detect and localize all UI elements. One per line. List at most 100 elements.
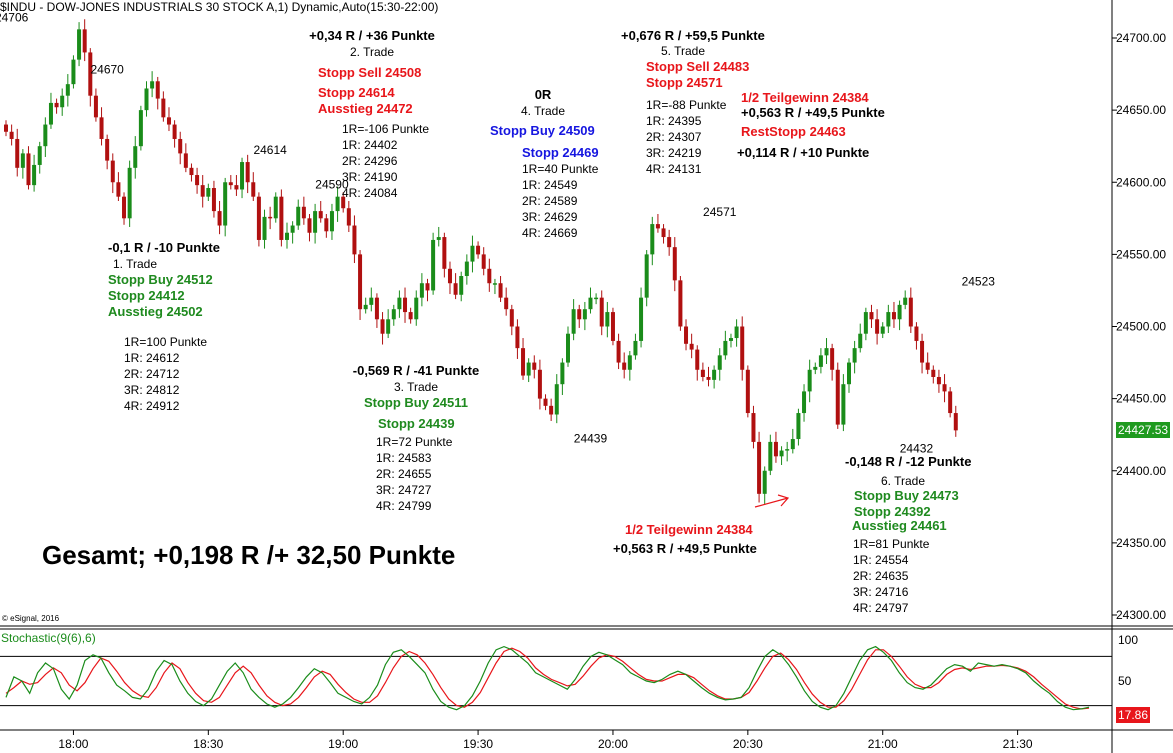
candle-body bbox=[71, 59, 76, 85]
candle-body bbox=[830, 348, 835, 370]
candle-body bbox=[852, 348, 857, 363]
candle-body bbox=[195, 175, 200, 186]
candle-body bbox=[15, 138, 20, 168]
candle-body bbox=[133, 146, 138, 168]
annotation-line: 1R: 24583 bbox=[376, 451, 432, 465]
candle-body bbox=[492, 283, 497, 285]
candle-body bbox=[386, 319, 391, 334]
annotation-line: 5. Trade bbox=[661, 44, 706, 58]
candle-body bbox=[240, 162, 245, 190]
candle-body bbox=[560, 362, 565, 385]
candle-body bbox=[408, 312, 413, 320]
annotation-line: 0R bbox=[534, 87, 552, 102]
trade-5-rest-result-annotation: +0,114 R / +10 Punkte bbox=[737, 145, 869, 161]
candle-body bbox=[526, 362, 531, 376]
candle-body bbox=[279, 196, 284, 240]
candle-body bbox=[667, 237, 672, 248]
annotation-line: Ausstieg 24472 bbox=[318, 101, 413, 116]
candle-body bbox=[127, 167, 132, 219]
candle-body bbox=[858, 333, 863, 349]
annotation-line: 4R: 24084 bbox=[342, 186, 398, 200]
annotation-line: 1/2 Teilgewinn 24384 bbox=[625, 522, 753, 537]
annotation-line: 2R: 24635 bbox=[853, 569, 909, 583]
candle-body bbox=[498, 283, 503, 298]
annotation-line: 1R: 24395 bbox=[646, 114, 702, 128]
candle-body bbox=[903, 297, 908, 305]
total-result: Gesamt; +0,198 R /+ 32,50 Punkte bbox=[42, 540, 456, 570]
annotation-line: Stopp 24571 bbox=[646, 75, 723, 90]
candle-body bbox=[599, 297, 604, 327]
swing-label: 24706 bbox=[0, 10, 29, 24]
candle-body bbox=[566, 333, 570, 363]
trade-5-annotation: +0,676 R / +59,5 Punkte bbox=[621, 28, 765, 44]
candle-body bbox=[20, 153, 25, 168]
annotation-line: 3. Trade bbox=[393, 380, 439, 394]
annotation-line: 1R=-88 Punkte bbox=[646, 98, 727, 112]
annotation-line: -0,1 R / -10 Punkte bbox=[108, 240, 220, 255]
candle-body bbox=[757, 441, 762, 494]
candle-body bbox=[942, 384, 947, 392]
candle-body bbox=[678, 280, 683, 327]
annotation-line: +0,563 R / +49,5 Punkte bbox=[741, 105, 885, 120]
candle-body bbox=[818, 355, 823, 367]
candle-body bbox=[37, 146, 42, 165]
candle-body bbox=[301, 206, 306, 219]
annotation-line: 6. Trade bbox=[881, 474, 926, 488]
annotation-line: Stopp Buy 24512 bbox=[108, 272, 213, 287]
annotation-line: 3R: 24716 bbox=[853, 585, 909, 599]
candle-body bbox=[504, 297, 509, 310]
candle-body bbox=[391, 309, 396, 320]
candle-body bbox=[346, 208, 351, 226]
candle-body bbox=[245, 162, 250, 183]
trade-4-stop-annotation: Stopp 24469 bbox=[522, 145, 599, 161]
candle-body bbox=[953, 413, 958, 431]
candle-body bbox=[122, 196, 127, 219]
swing-label: 24439 bbox=[574, 431, 608, 445]
candle-body bbox=[807, 369, 812, 392]
candle-body bbox=[358, 254, 363, 310]
annotation-line: +0,563 R / +49,5 Punkte bbox=[613, 541, 757, 556]
candle-body bbox=[689, 343, 694, 350]
candle-body bbox=[521, 348, 526, 376]
trade-2-levels-annotation: 1R=-106 Punkte 1R: 24402 2R: 24296 3R: 2419… bbox=[342, 121, 429, 201]
candle-body bbox=[835, 369, 840, 425]
candle-body bbox=[88, 52, 93, 96]
annotation-line: Stopp 24412 bbox=[108, 288, 185, 303]
candle-body bbox=[639, 297, 644, 341]
annotation-line: 1R=72 Punkte bbox=[376, 435, 453, 449]
candle-body bbox=[459, 276, 464, 295]
candle-body bbox=[60, 95, 65, 108]
trade-6-orders-annotation: Stopp Buy 24473 Stopp 24392 bbox=[854, 488, 959, 520]
candle-body bbox=[425, 283, 430, 291]
candle-body bbox=[464, 261, 469, 277]
candle-body bbox=[206, 188, 211, 197]
price-tick-label: 24300.00 bbox=[1116, 608, 1166, 622]
candle-body bbox=[273, 196, 278, 219]
time-tick-label: 21:00 bbox=[868, 737, 898, 751]
candle-body bbox=[82, 29, 87, 53]
candle-body bbox=[588, 297, 593, 310]
candle-body bbox=[532, 362, 537, 370]
candle-body bbox=[616, 340, 621, 363]
candle-body bbox=[144, 88, 149, 111]
candle-body bbox=[700, 369, 705, 377]
candle-body bbox=[447, 268, 452, 284]
trade-3-annotation: -0,569 R / -41 Punkte 3. Trade Stopp Buy 2… bbox=[345, 363, 487, 411]
candle-body bbox=[734, 326, 739, 339]
annotation-line: Stopp Buy 24473 bbox=[854, 488, 959, 503]
candle-body bbox=[684, 326, 689, 344]
candle-body bbox=[554, 384, 559, 415]
price-tick-label: 24550.00 bbox=[1116, 247, 1166, 261]
annotation-line: Stopp 24469 bbox=[522, 145, 599, 160]
candle-body bbox=[65, 84, 70, 96]
candle-body bbox=[785, 449, 790, 451]
candle-body bbox=[99, 117, 104, 139]
annotation-line: 1R=100 Punkte bbox=[124, 335, 208, 349]
annotation-line: +0,676 R / +59,5 Punkte bbox=[621, 28, 765, 43]
trade-1-annotation: -0,1 R / -10 Punkte 1. Trade Stopp Buy 245… bbox=[108, 240, 220, 320]
time-tick-label: 19:00 bbox=[328, 737, 358, 751]
trade-5-partial-result-annotation: +0,563 R / +49,5 Punkte bbox=[741, 105, 885, 121]
candle-body bbox=[414, 297, 419, 320]
candle-body bbox=[105, 138, 110, 161]
